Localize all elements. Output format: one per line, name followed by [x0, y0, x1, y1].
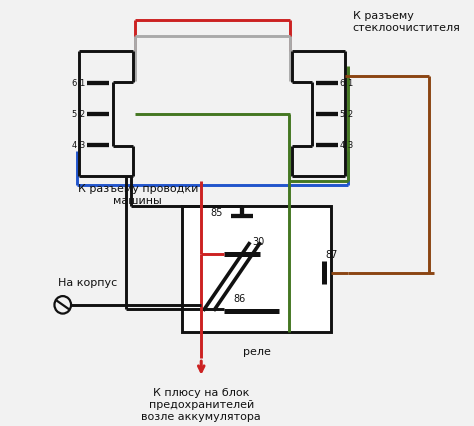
Text: На корпус: На корпус — [58, 278, 118, 288]
Text: 85: 85 — [211, 207, 223, 217]
Text: 30: 30 — [252, 236, 264, 246]
Text: 87: 87 — [326, 250, 338, 259]
Text: 86: 86 — [233, 293, 245, 303]
Text: 5 2: 5 2 — [339, 110, 353, 119]
Text: 5 2: 5 2 — [72, 110, 85, 119]
Text: 6 1: 6 1 — [72, 79, 85, 88]
Text: К разъему
стеклоочистителя: К разъему стеклоочистителя — [353, 12, 460, 33]
Text: К плюсу на блок
предохранителей
возле аккумулятора: К плюсу на блок предохранителей возле ак… — [141, 388, 261, 420]
Text: К разъему проводки
машины: К разъему проводки машины — [78, 184, 198, 206]
Bar — [182, 206, 331, 332]
Text: реле: реле — [243, 346, 271, 356]
Text: 4 3: 4 3 — [72, 141, 85, 150]
Text: 6 1: 6 1 — [339, 79, 353, 88]
Text: 4 3: 4 3 — [339, 141, 353, 150]
